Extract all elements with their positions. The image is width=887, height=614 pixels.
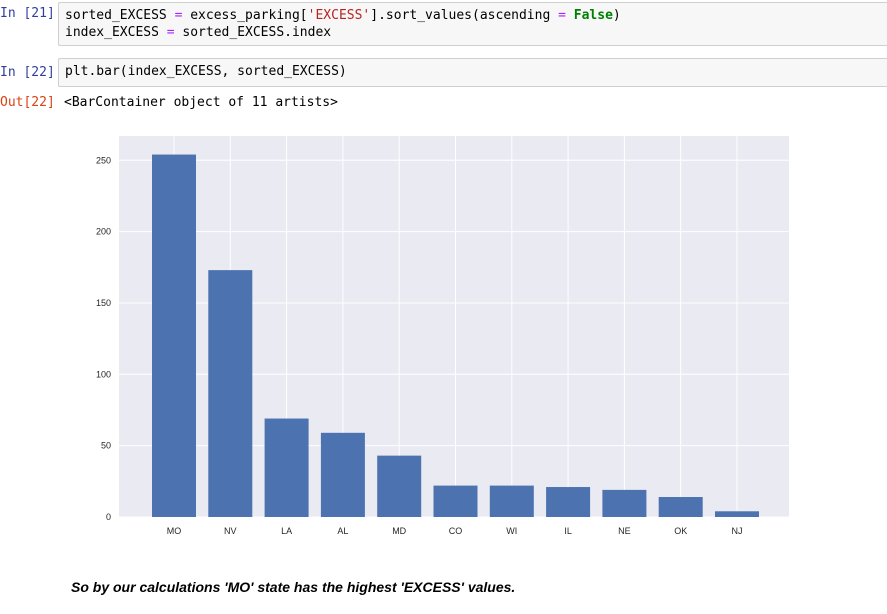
code-token: sorted_EXCESS (65, 8, 175, 23)
x-tick-labels: MO NV LA AL MD CO WI IL NE OK NJ (167, 526, 743, 536)
y-tick-label: 0 (106, 512, 111, 522)
cell-21-code-editor[interactable]: sorted_EXCESS = excess_parking['EXCESS']… (58, 2, 887, 46)
x-tick-label: NJ (732, 526, 743, 536)
code-token: index_EXCESS (65, 25, 167, 40)
bar-ok (658, 497, 703, 517)
y-tick-label: 250 (96, 155, 111, 165)
bar-md (377, 455, 422, 517)
y-tick-label: 50 (101, 441, 111, 451)
conclusion-text: So by our calculations 'MO' state has th… (71, 579, 516, 595)
x-tick-label: IL (564, 526, 572, 536)
output-text: <BarContainer object of 11 artists> (64, 95, 338, 110)
x-tick-label: OK (674, 526, 687, 536)
code-token: False (573, 8, 613, 23)
code-token: ].sort_values(ascending (370, 8, 559, 23)
bar-mo (152, 154, 196, 517)
bar-la (264, 418, 309, 517)
code-token: sorted_EXCESS.index (174, 25, 332, 40)
bars (152, 154, 759, 517)
code-token: ) (612, 8, 621, 23)
y-tick-label: 100 (96, 369, 111, 379)
cell-22-prompt: In [22]: (0, 65, 56, 80)
cell-22-code-editor[interactable]: plt.bar(index_EXCESS, sorted_EXCESS) (58, 58, 887, 87)
x-tick-label: MD (392, 526, 406, 536)
x-tick-label: LA (281, 526, 292, 536)
code-line: sorted_EXCESS = excess_parking['EXCESS']… (65, 7, 887, 24)
x-tick-label: MO (167, 526, 182, 536)
bar-nj (715, 511, 759, 517)
code-token: 'EXCESS' (307, 8, 371, 23)
y-tick-label: 200 (96, 227, 111, 237)
code-token: plt.bar(index_EXCESS, sorted_EXCESS) (65, 64, 347, 79)
bar-nv (208, 270, 253, 517)
out-22-prompt: Out[22]: (0, 95, 56, 110)
bar-il (546, 487, 591, 517)
y-tick-label: 150 (96, 298, 111, 308)
x-tick-label: NV (224, 526, 237, 536)
code-token: = (174, 8, 183, 23)
y-tick-labels: 0 50 100 150 200 250 (96, 155, 111, 522)
code-line: plt.bar(index_EXCESS, sorted_EXCESS) (65, 63, 887, 80)
x-tick-label: AL (337, 526, 348, 536)
bar-ne (602, 489, 647, 517)
bar-al (320, 432, 365, 517)
cell-21-prompt: In [21]: (0, 6, 56, 21)
bar-wi (489, 485, 534, 517)
bar-co (433, 485, 478, 517)
x-tick-label: NE (618, 526, 631, 536)
code-line: index_EXCESS = sorted_EXCESS.index (65, 24, 887, 41)
code-token: excess_parking[ (182, 8, 308, 23)
code-token: = (166, 25, 175, 40)
x-tick-label: CO (449, 526, 463, 536)
code-token: = (558, 8, 566, 23)
x-tick-label: WI (506, 526, 517, 536)
